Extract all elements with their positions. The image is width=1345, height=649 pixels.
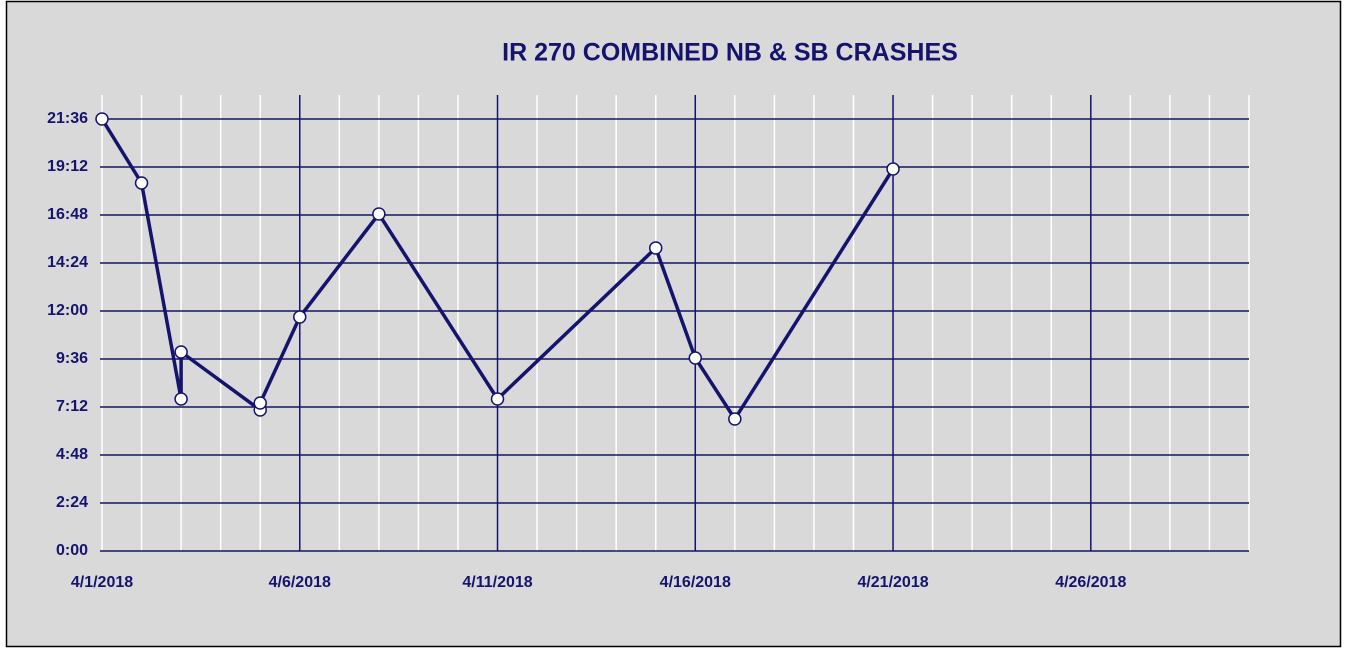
marker xyxy=(253,396,267,410)
x-tick-label: 4/1/2018 xyxy=(71,574,133,591)
marker xyxy=(886,162,900,176)
x-tick-label: 4/26/2018 xyxy=(1055,574,1126,591)
y-tick-label: 4:48 xyxy=(56,446,88,463)
y-tick-label: 9:36 xyxy=(56,350,88,367)
y-tick-label: 12:00 xyxy=(47,302,88,319)
marker xyxy=(648,241,663,255)
marker xyxy=(174,392,188,406)
x-tick-label: 4/16/2018 xyxy=(660,574,731,591)
y-tick-label: 19:12 xyxy=(47,158,88,175)
y-tick-label: 2:24 xyxy=(56,494,88,511)
marker xyxy=(372,207,386,221)
marker xyxy=(95,112,109,126)
chart-background xyxy=(5,0,1342,648)
marker xyxy=(688,351,703,365)
marker xyxy=(174,345,188,359)
chart-title: IR 270 COMBINED NB & SB CRASHES xyxy=(502,39,958,67)
marker xyxy=(490,392,505,406)
x-tick-label: 4/21/2018 xyxy=(857,574,928,591)
y-tick-label: 0:00 xyxy=(56,542,88,559)
y-tick-label: 7:12 xyxy=(56,398,88,415)
marker xyxy=(728,412,742,426)
marker xyxy=(293,310,307,324)
y-tick-label: 21:36 xyxy=(47,110,88,127)
y-tick-label: 14:24 xyxy=(47,254,88,271)
x-tick-label: 4/11/2018 xyxy=(462,574,532,591)
x-tick-label: 4/6/2018 xyxy=(269,574,331,591)
y-tick-label: 16:48 xyxy=(47,206,88,223)
marker xyxy=(134,176,149,190)
